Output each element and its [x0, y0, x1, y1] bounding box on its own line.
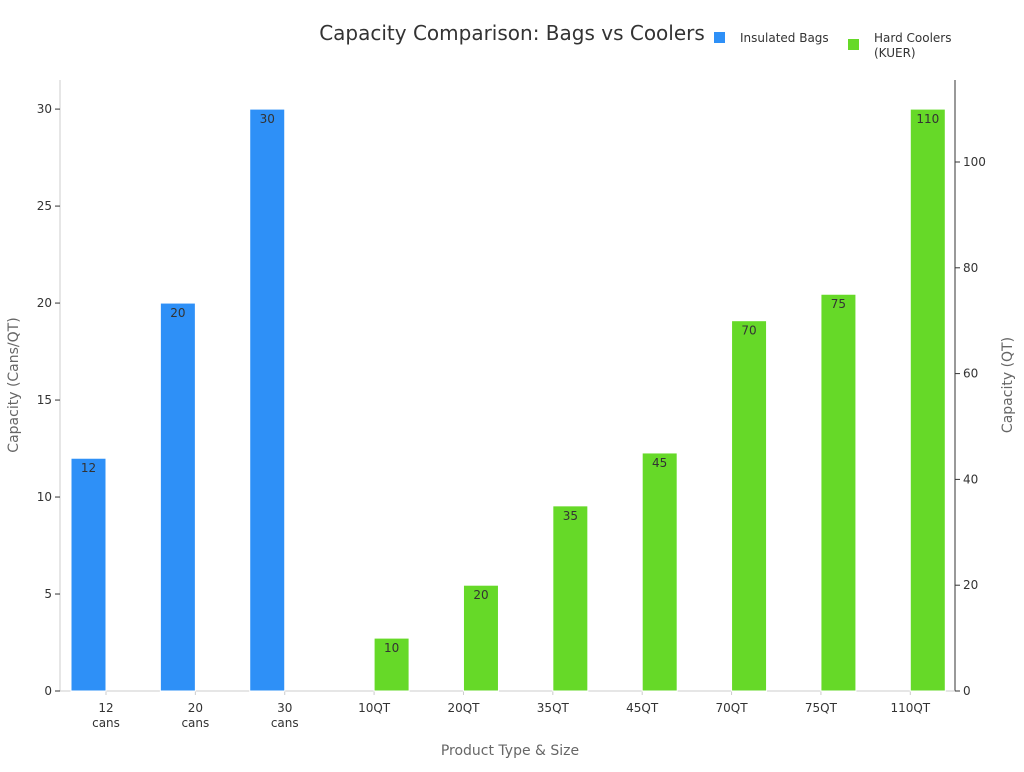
bar-hard-coolers: [552, 505, 589, 692]
bar-data-label: 75: [831, 297, 846, 311]
x-tick-label: 110QT: [890, 701, 930, 715]
x-tick-label: cans: [181, 716, 209, 730]
bar-hard-coolers: [462, 584, 499, 692]
bar-data-label: 10: [384, 641, 399, 655]
y-axis-label: Capacity (Cans/QT): [6, 317, 22, 452]
x-tick-label: cans: [271, 716, 299, 730]
bar-data-label: 45: [652, 456, 667, 470]
bar-data-label: 30: [260, 112, 275, 126]
legend-label: Hard Coolers: [874, 31, 952, 45]
bar-data-label: 70: [741, 324, 756, 338]
bar-insulated-bags: [249, 108, 286, 692]
bar-hard-coolers: [820, 293, 857, 692]
x-tick-label: 20QT: [447, 701, 480, 715]
bar-insulated-bags: [70, 457, 107, 692]
legend-label: Insulated Bags: [740, 31, 829, 45]
bar-data-label: 12: [81, 461, 96, 475]
y-tick-label: 15: [37, 393, 52, 407]
x-tick-label: 12: [98, 701, 113, 715]
bar-data-label: 110: [916, 112, 939, 126]
bar-data-label: 20: [473, 588, 488, 602]
bar-hard-coolers: [641, 452, 678, 692]
bar-hard-coolers: [373, 637, 410, 692]
x-tick-label: 75QT: [805, 701, 838, 715]
y-right-tick-label: 80: [963, 261, 978, 275]
y-right-tick-label: 60: [963, 367, 978, 381]
legend-label: (KUER): [874, 46, 916, 60]
legend-swatch: [714, 32, 725, 43]
x-tick-label: 45QT: [626, 701, 659, 715]
y-right-tick-label: 0: [963, 684, 971, 698]
y-tick-label: 5: [44, 587, 52, 601]
y-tick-label: 25: [37, 199, 52, 213]
bar-data-label: 20: [170, 306, 185, 320]
y-tick-label: 20: [37, 296, 52, 310]
bar-data-label: 35: [563, 509, 578, 523]
chart-title: Capacity Comparison: Bags vs Coolers: [319, 21, 705, 45]
y-right-tick-label: 40: [963, 472, 978, 486]
x-tick-label: 35QT: [537, 701, 570, 715]
x-tick-label: cans: [92, 716, 120, 730]
y-tick-label: 10: [37, 490, 52, 504]
y-tick-label: 30: [37, 102, 52, 116]
bar-hard-coolers: [909, 108, 946, 692]
bar-hard-coolers: [731, 320, 768, 692]
x-axis-label: Product Type & Size: [441, 743, 579, 759]
x-tick-label: 70QT: [716, 701, 749, 715]
legend-swatch: [848, 39, 859, 50]
bar-insulated-bags: [159, 302, 196, 692]
x-tick-label: 30: [277, 701, 292, 715]
y-right-tick-label: 100: [963, 155, 986, 169]
x-tick-label: 10QT: [358, 701, 391, 715]
y-tick-label: 0: [44, 684, 52, 698]
y-right-tick-label: 20: [963, 578, 978, 592]
y-axis-right-label: Capacity (QT): [1000, 337, 1016, 433]
x-tick-label: 20: [188, 701, 203, 715]
